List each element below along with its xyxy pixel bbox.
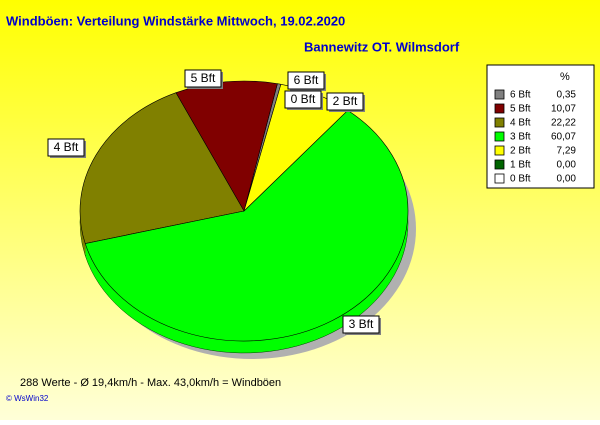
legend-label: 6 Bft: [510, 90, 531, 101]
label-box: [47, 138, 85, 157]
legend-value: 22,22: [551, 118, 576, 129]
chart-title: Windböen: Verteilung Windstärke Mittwoch…: [6, 13, 345, 28]
legend-swatch: [494, 131, 505, 142]
legend-value: 0,00: [557, 160, 577, 171]
legend-swatch: [494, 89, 505, 100]
label-box: [184, 69, 222, 88]
legend-value: 60,07: [551, 132, 576, 143]
legend-label: 1 Bft: [510, 160, 531, 171]
slice-label: 6 Bft: [294, 73, 319, 87]
credit: © WsWin32: [6, 394, 49, 403]
slice: [175, 80, 278, 212]
legend-label: 2 Bft: [510, 146, 531, 157]
label-box: [326, 92, 364, 111]
legend-value: 0,35: [557, 90, 577, 101]
legend-label: 4 Bft: [510, 118, 531, 129]
label-box: [287, 71, 325, 90]
legend-swatch: [494, 103, 505, 114]
legend-swatch: [494, 117, 505, 128]
chart-subtitle: Bannewitz OT. Wilmsdorf: [304, 39, 460, 54]
slice-label: 4 Bft: [54, 140, 79, 154]
slice-label: 3 Bft: [349, 317, 374, 331]
legend-swatch: [494, 173, 505, 184]
slice-label: 2 Bft: [333, 94, 358, 108]
slice-label: 5 Bft: [191, 71, 216, 85]
legend-swatch: [494, 145, 505, 156]
legend-box: [486, 64, 595, 189]
legend-label: 0 Bft: [510, 174, 531, 185]
legend-label: 3 Bft: [510, 132, 531, 143]
legend-value: 7,29: [557, 146, 577, 157]
slice: [84, 109, 409, 342]
footer: 288 Werte - Ø 19,4km/h - Max. 43,0km/h =…: [20, 377, 281, 389]
legend-value: 0,00: [557, 174, 577, 185]
legend-swatch: [494, 159, 505, 170]
legend-label: 5 Bft: [510, 104, 531, 115]
label-box: [342, 315, 380, 334]
slice: [79, 92, 245, 244]
slice-label: 0 Bft: [291, 92, 316, 106]
legend-value: 10,07: [551, 104, 576, 115]
legend-header: %: [560, 71, 570, 83]
label-box: [284, 90, 322, 109]
